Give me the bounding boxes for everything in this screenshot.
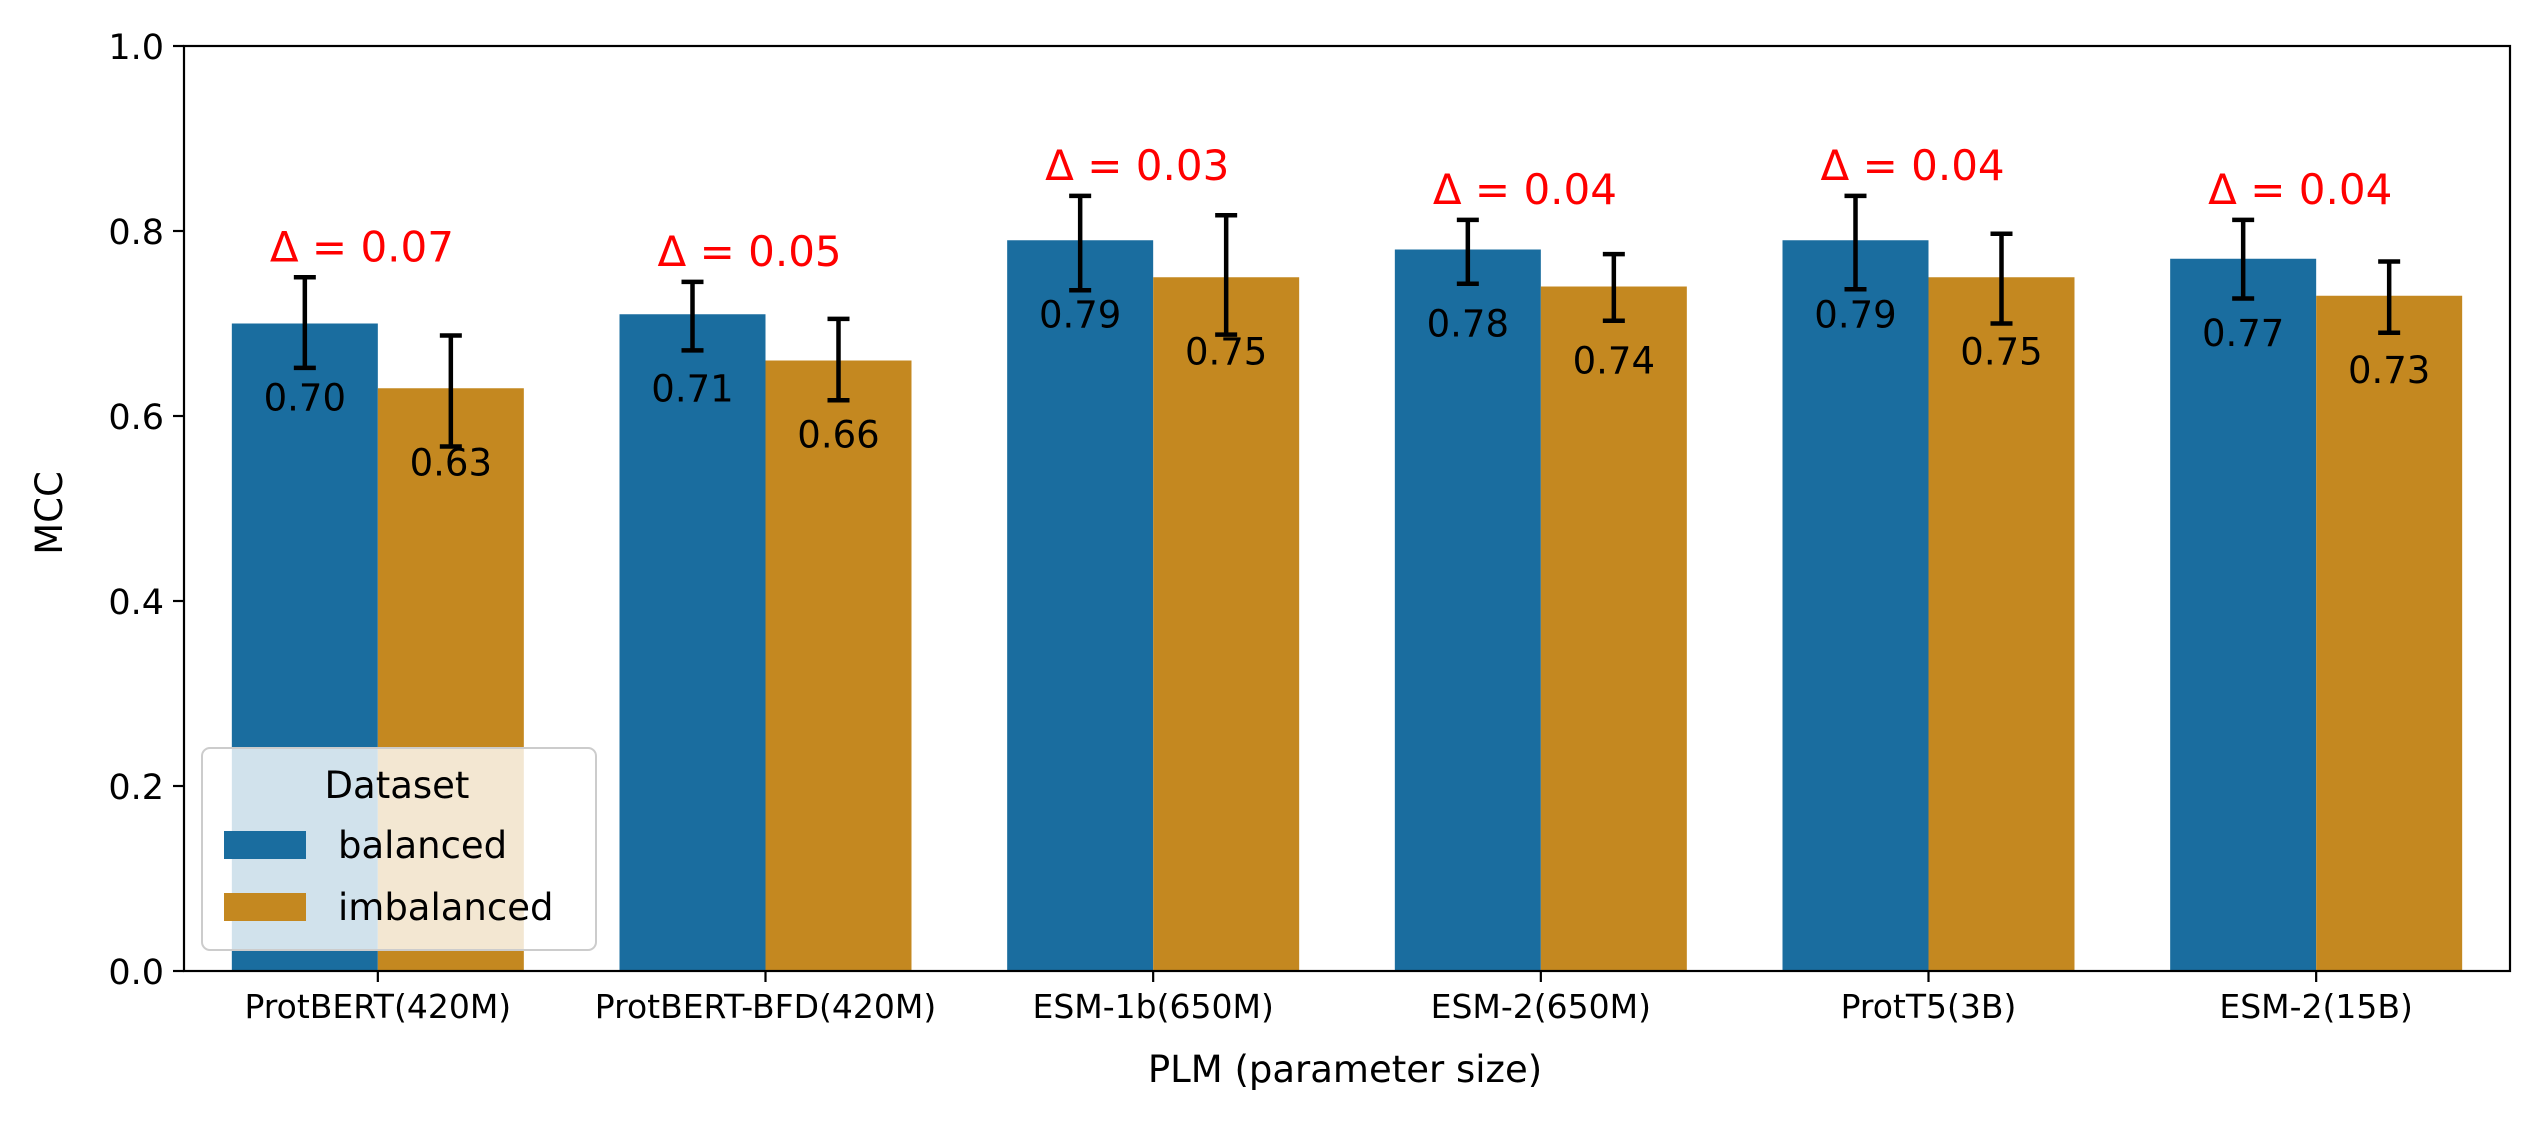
y-tick-label: 0.0	[108, 953, 164, 993]
value-label: 0.73	[2348, 349, 2430, 392]
value-label: 0.63	[410, 441, 492, 484]
x-tick-label: ESM-2(15B)	[2219, 987, 2413, 1026]
y-tick-label: 0.8	[108, 213, 164, 253]
value-label: 0.74	[1573, 340, 1655, 383]
bar-balanced	[619, 314, 766, 971]
legend-entry: imbalanced	[338, 886, 553, 929]
value-label: 0.75	[1960, 330, 2042, 373]
delta-annotation: Δ = 0.03	[1045, 141, 1229, 190]
legend-swatch-balanced	[224, 831, 306, 859]
bar-imbalanced	[1153, 277, 1300, 971]
value-label: 0.77	[2202, 312, 2284, 355]
x-tick-label: ProtT5(3B)	[1841, 987, 2017, 1026]
y-axis-label: MCC	[28, 471, 71, 555]
delta-annotation: Δ = 0.07	[270, 222, 454, 271]
bar-imbalanced	[1928, 277, 2075, 971]
x-tick-label: ProtBERT(420M)	[244, 987, 511, 1026]
bar-balanced	[2170, 258, 2317, 971]
x-tick-label: ESM-2(650M)	[1431, 987, 1651, 1026]
x-axis-label: PLM (parameter size)	[1148, 1048, 1542, 1091]
legend-entry: balanced	[338, 824, 507, 867]
bar-imbalanced	[765, 360, 912, 971]
value-label: 0.66	[797, 414, 879, 457]
value-label: 0.70	[264, 377, 346, 420]
bar-balanced	[1782, 240, 1929, 971]
y-tick-label: 0.6	[108, 398, 164, 438]
x-tick-label: ProtBERT-BFD(420M)	[595, 987, 936, 1026]
delta-annotation: Δ = 0.04	[1821, 141, 2005, 190]
delta-annotation: Δ = 0.05	[658, 227, 842, 276]
value-label: 0.78	[1427, 303, 1509, 346]
bar-imbalanced	[1540, 286, 1687, 971]
legend-title: Dataset	[325, 764, 470, 807]
delta-annotation: Δ = 0.04	[1433, 165, 1617, 214]
plot-frame	[182, 44, 2512, 973]
value-label: 0.71	[651, 367, 733, 410]
bar-balanced	[1007, 240, 1154, 971]
value-label: 0.75	[1185, 330, 1267, 373]
bar-balanced	[1394, 249, 1541, 971]
legend-swatch-imbalanced	[224, 893, 306, 921]
y-tick-label: 1.0	[108, 28, 164, 68]
y-tick-label: 0.4	[108, 583, 164, 623]
delta-annotation: Δ = 0.04	[2208, 165, 2392, 214]
value-label: 0.79	[1039, 293, 1121, 336]
value-label: 0.79	[1814, 293, 1896, 336]
y-tick-label: 0.2	[108, 768, 164, 808]
x-tick-label: ESM-1b(650M)	[1032, 987, 1273, 1026]
bar-imbalanced	[2316, 295, 2463, 971]
